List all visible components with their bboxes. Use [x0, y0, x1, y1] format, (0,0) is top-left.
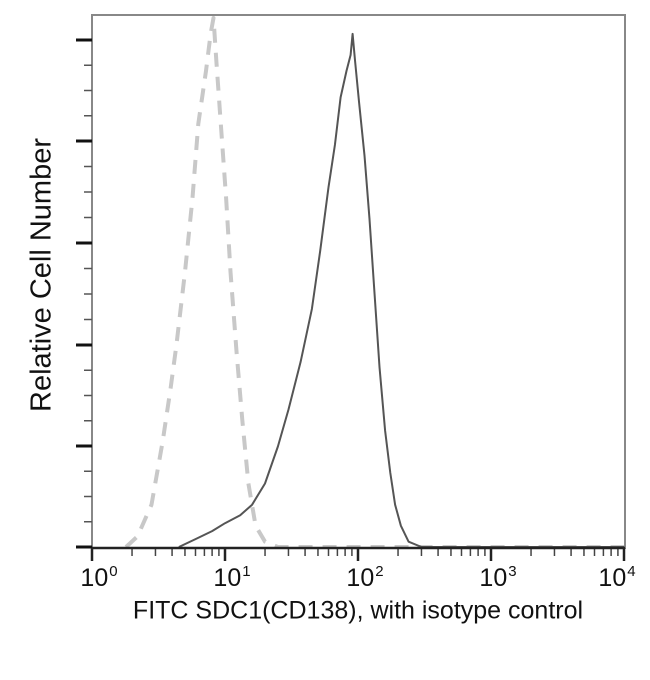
x-axis-ticks — [90, 548, 626, 561]
y-axis-label: Relative Cell Number — [25, 138, 58, 412]
tick-base: 10 — [598, 564, 627, 592]
x-tick-label-1: 101 — [213, 563, 250, 593]
tick-base: 10 — [346, 564, 375, 592]
x-axis-label: FITC SDC1(CD138), with isotype control — [132, 596, 584, 625]
x-tick-label-4: 104 — [598, 563, 635, 593]
y-axis-ticks — [76, 38, 92, 549]
tick-base: 10 — [80, 564, 109, 592]
x-tick-label-0: 100 — [80, 563, 117, 593]
tick-exponent: 0 — [109, 563, 118, 580]
tick-base: 10 — [213, 564, 242, 592]
x-tick-label-2: 102 — [346, 563, 383, 593]
tick-exponent: 4 — [627, 563, 636, 580]
tick-base: 10 — [479, 564, 508, 592]
tick-exponent: 2 — [375, 563, 384, 580]
sample-curve — [178, 32, 624, 548]
isotype-control-curve — [124, 16, 624, 549]
x-tick-label-3: 103 — [479, 563, 516, 593]
tick-exponent: 1 — [242, 563, 251, 580]
tick-exponent: 3 — [508, 563, 517, 580]
